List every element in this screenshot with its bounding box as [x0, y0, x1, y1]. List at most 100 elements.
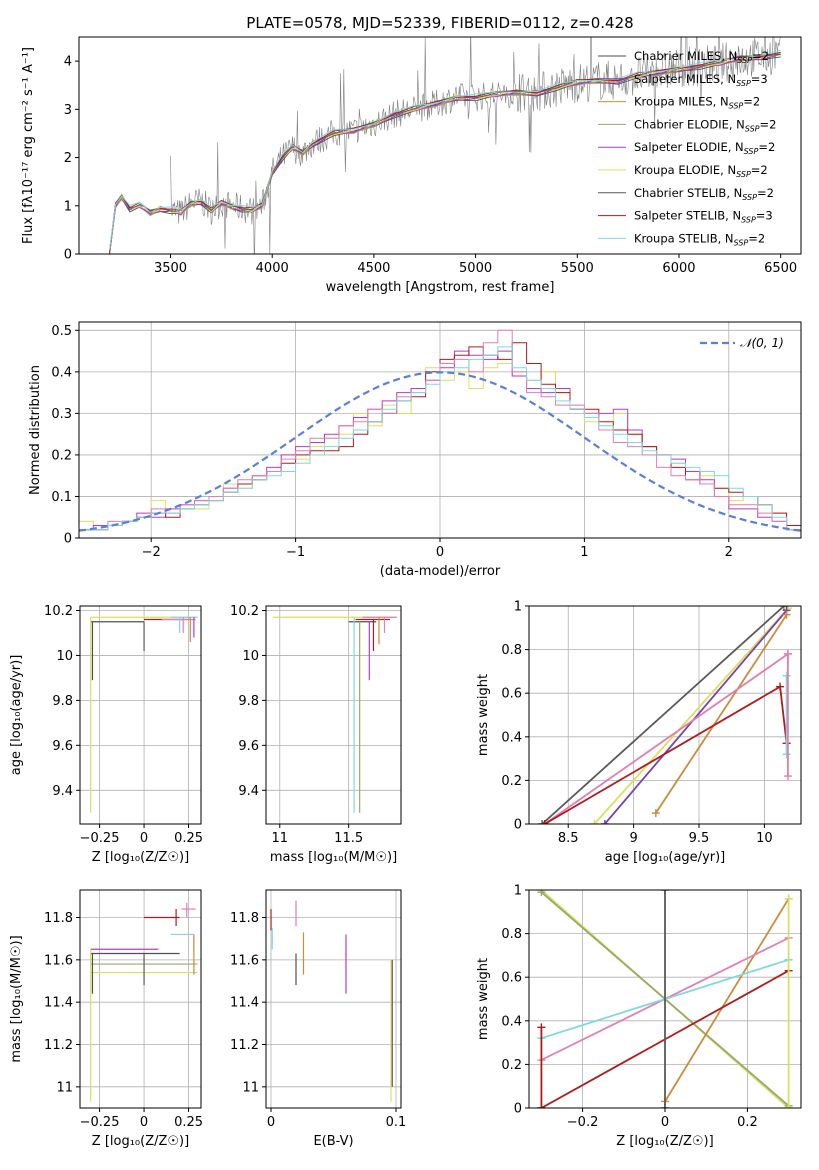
y-tick-label: 0.8: [501, 927, 522, 942]
legend-label: Kroupa ELODIE, NSSP=2: [634, 163, 768, 179]
y-tick-label: 11.4: [230, 996, 259, 1011]
y-tick-label: 11: [56, 1080, 73, 1095]
weight-marker: [537, 1023, 546, 1032]
y-tick-label: 10: [56, 649, 73, 664]
histogram-step: [79, 329, 801, 531]
y-tick-label: 0: [514, 1102, 522, 1117]
x-tick-label: 0.2: [737, 1115, 758, 1130]
weight-marker: [782, 671, 791, 680]
figure-title: PLATE=0578, MJD=52339, FIBERID=0112, z=0…: [246, 14, 633, 32]
y-tick-label: 11.2: [230, 1038, 259, 1053]
legend-label: 𝒩(0, 1): [740, 336, 784, 350]
panel-massweight-vs-Z: −0.2 0 0.2 0 0.2 0.4 0.6 0.8 1 Z [log₁₀(Z/Z☉)] mas…: [476, 884, 802, 1149]
weight-marker: [590, 820, 599, 824]
y-tick-label: 1: [514, 884, 522, 899]
legend-label: Salpeter ELODIE, NSSP=2: [634, 140, 775, 156]
weight-marker: [784, 894, 793, 903]
x-axis-label: (data-model)/error: [380, 564, 501, 579]
x-tick-label: 11.5: [334, 831, 363, 846]
weight-line: [664, 898, 790, 1102]
y-tick-label: 11.8: [230, 911, 259, 926]
y-tick-label: 0.1: [51, 490, 72, 505]
x-tick-label: −0.2: [567, 1115, 599, 1130]
y-tick-label: 9.6: [52, 739, 73, 754]
x-tick-label: 0: [140, 1115, 148, 1130]
plot-area-mass-vs-Z: [90, 902, 198, 1102]
weight-marker: [782, 610, 791, 619]
x-axis-label: age [log₁₀(age/yr)]: [605, 850, 726, 865]
x-axis-label: mass [log₁₀(M/M☉)]: [270, 850, 397, 865]
legend-label: Chabrier STELIB, NSSP=2: [634, 186, 774, 202]
y-axis-label: Flux [fλ10⁻¹⁷ erg cm⁻² s⁻¹ A⁻¹]: [21, 47, 36, 244]
x-tick-label: −0.25: [80, 831, 120, 846]
weight-marker: [538, 820, 547, 824]
axes-frame: [265, 605, 402, 825]
histogram-step: [79, 346, 801, 531]
y-tick-label: 0: [514, 818, 522, 833]
weight-marker: [537, 1104, 546, 1108]
y-tick-label: 0: [64, 532, 72, 547]
plot-area-age-vs-Z: [90, 616, 198, 813]
model-spectrum-line: [109, 53, 781, 254]
model-spectrum-line: [109, 49, 781, 251]
weight-marker: [540, 820, 549, 824]
weight-marker: [784, 1104, 793, 1108]
x-axis-label: Z [log₁₀(Z/Z☉)]: [92, 1134, 189, 1149]
legend-label: Chabrier ELODIE, NSSP=2: [634, 117, 776, 133]
model-spectrum-line: [109, 54, 781, 254]
weight-line: [655, 614, 788, 814]
y-tick-label: 11.4: [44, 996, 73, 1011]
x-tick-label: 6500: [764, 261, 797, 276]
y-tick-label: 11: [242, 1080, 259, 1095]
y-tick-label: 0.6: [501, 971, 522, 986]
panel-spectrum: Chabrier MILES, NSSP=2 Salpeter MILES, NS…: [21, 36, 802, 295]
x-tick-label: 3500: [154, 261, 187, 276]
x-tick-label: 6000: [662, 261, 695, 276]
x-tick-label: 0: [140, 831, 148, 846]
axes-frame: [528, 605, 802, 825]
weight-marker: [661, 890, 669, 894]
legend-label: Kroupa MILES, NSSP=2: [634, 95, 760, 111]
axes-frame: [79, 605, 202, 825]
weight-line: [541, 606, 785, 824]
y-tick-label: 0.3: [51, 407, 72, 422]
legend-label: Kroupa STELIB, NSSP=2: [634, 231, 765, 247]
y-tick-label: 2: [64, 151, 72, 166]
y-tick-label: 4: [64, 55, 72, 70]
y-tick-label: 3: [64, 103, 72, 118]
weight-marker: [651, 809, 660, 818]
y-axis-label: mass weight: [476, 958, 491, 1040]
y-tick-label: 0.4: [51, 365, 72, 380]
y-tick-label: 0.2: [51, 448, 72, 463]
legend-label: Chabrier MILES, NSSP=2: [634, 49, 769, 65]
weight-line: [544, 653, 789, 824]
plot-area-massweight-vs-Z: [537, 890, 793, 1108]
x-tick-label: 8.5: [558, 831, 579, 846]
weight-marker: [537, 890, 546, 897]
y-tick-label: 0.5: [51, 324, 72, 339]
y-tick-label: 9.8: [52, 694, 73, 709]
y-tick-label: 9.4: [238, 784, 259, 799]
y-tick-label: 9.4: [52, 784, 73, 799]
x-axis-label: wavelength [Angstrom, rest frame]: [326, 280, 555, 295]
x-tick-label: 4000: [256, 261, 289, 276]
y-tick-label: 11.8: [44, 911, 73, 926]
y-tick-label: 0.4: [501, 1014, 522, 1029]
x-tick-label: 0: [267, 1115, 275, 1130]
axes-frame: [265, 889, 402, 1109]
x-tick-label: 0.1: [386, 1115, 407, 1130]
weight-marker: [783, 772, 792, 781]
panel-age-vs-mass: 11 11.5 9.4 9.6 9.8 10 10.2 mass [log₁₀(M/M☉)]: [230, 604, 402, 865]
y-tick-label: 0.2: [501, 1058, 522, 1073]
y-tick-label: 11.2: [44, 1038, 73, 1053]
y-tick-label: 0.4: [501, 730, 522, 745]
weight-marker: [776, 682, 785, 691]
plot-area-mass-vs-ebv: [270, 900, 393, 1102]
x-axis-label: E(B-V): [313, 1134, 353, 1149]
weight-line: [593, 607, 789, 824]
panel-age-vs-Z: −0.25 0 0.25 9.4 9.6 9.8 10 10.2 Z [log₁₀(Z/Z☉)]…: [9, 604, 203, 865]
x-tick-label: 4500: [357, 261, 390, 276]
y-tick-label: 9.8: [238, 694, 259, 709]
y-tick-label: 10: [242, 649, 259, 664]
